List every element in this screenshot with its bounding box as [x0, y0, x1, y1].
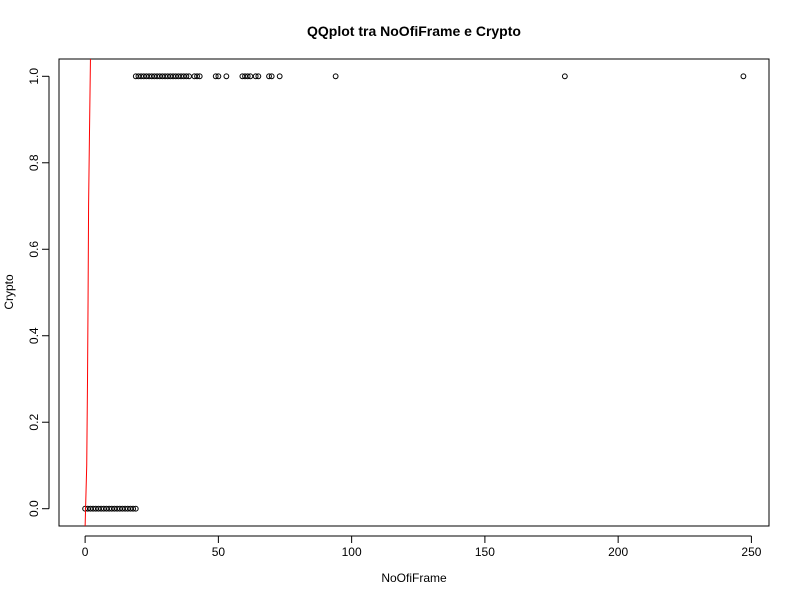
data-point	[223, 73, 230, 80]
data-point	[90, 505, 97, 512]
data-point	[108, 505, 115, 512]
data-point	[167, 73, 174, 80]
data-point	[130, 505, 136, 512]
y-tick-label: 0.6	[27, 241, 41, 258]
data-point	[162, 73, 168, 80]
data-point	[244, 73, 251, 80]
data-point	[268, 73, 275, 80]
y-tick-label: 0.0	[27, 500, 41, 517]
plot-frame	[58, 58, 770, 527]
y-axis-label: Crypto	[2, 274, 16, 310]
x-tick-label: 200	[608, 545, 628, 559]
data-point	[255, 73, 262, 80]
data-point	[111, 505, 118, 512]
qq-reference-line	[84, 58, 91, 527]
data-point	[87, 505, 94, 512]
data-point	[119, 505, 126, 512]
x-tick-label: 0	[82, 545, 89, 559]
data-point	[180, 73, 187, 80]
data-point	[124, 505, 131, 512]
data-point	[175, 73, 182, 80]
data-point	[159, 73, 166, 80]
data-point	[114, 505, 120, 512]
data-point	[132, 505, 139, 512]
data-point	[215, 73, 222, 80]
data-point	[151, 73, 158, 80]
data-point	[127, 505, 134, 512]
x-tick-label: 100	[342, 545, 362, 559]
data-point	[196, 73, 203, 80]
data-point	[138, 73, 144, 80]
y-tick-label: 0.8	[27, 154, 41, 171]
data-point	[100, 505, 107, 512]
data-point	[132, 73, 139, 80]
x-tick-label: 250	[741, 545, 761, 559]
data-point	[212, 73, 219, 80]
data-point	[172, 73, 179, 80]
data-point	[135, 73, 142, 80]
data-point	[247, 73, 254, 80]
data-point	[164, 73, 171, 80]
x-axis: 0 50 100 150 200 250	[82, 535, 762, 559]
data-point	[148, 73, 155, 80]
data-point	[154, 73, 160, 80]
x-tick-label: 150	[475, 545, 495, 559]
data-point	[191, 73, 198, 80]
data-point	[276, 73, 283, 80]
data-point	[740, 73, 747, 80]
data-point	[106, 505, 113, 512]
data-point	[332, 73, 339, 80]
data-point	[194, 73, 200, 80]
data-point	[242, 73, 248, 80]
data-point	[103, 505, 110, 512]
chart-title: QQplot tra NoOfiFrame e Crypto	[307, 23, 521, 39]
data-point	[183, 73, 190, 80]
data-point	[92, 505, 99, 512]
x-tick-label: 50	[212, 545, 226, 559]
data-point	[143, 73, 150, 80]
data-point	[266, 73, 272, 80]
reference-line-layer	[84, 58, 91, 527]
data-point	[178, 73, 184, 80]
data-point	[146, 73, 152, 80]
y-tick-label: 1.0	[27, 68, 41, 85]
data-point	[98, 505, 105, 512]
data-point	[186, 73, 192, 80]
data-point	[122, 505, 128, 512]
data-point	[95, 505, 102, 512]
y-tick-label: 0.2	[27, 414, 41, 431]
y-tick-label: 0.4	[27, 327, 41, 344]
data-point	[239, 73, 246, 80]
data-point	[252, 73, 259, 80]
data-point	[170, 73, 176, 80]
data-point	[140, 73, 147, 80]
y-axis: 0.0 0.2 0.4 0.6 0.8 1.0	[27, 68, 50, 517]
data-point	[116, 505, 123, 512]
data-point	[561, 73, 568, 80]
data-point	[156, 73, 163, 80]
points-layer	[82, 73, 747, 512]
x-axis-label: NoOfiFrame	[381, 571, 447, 585]
